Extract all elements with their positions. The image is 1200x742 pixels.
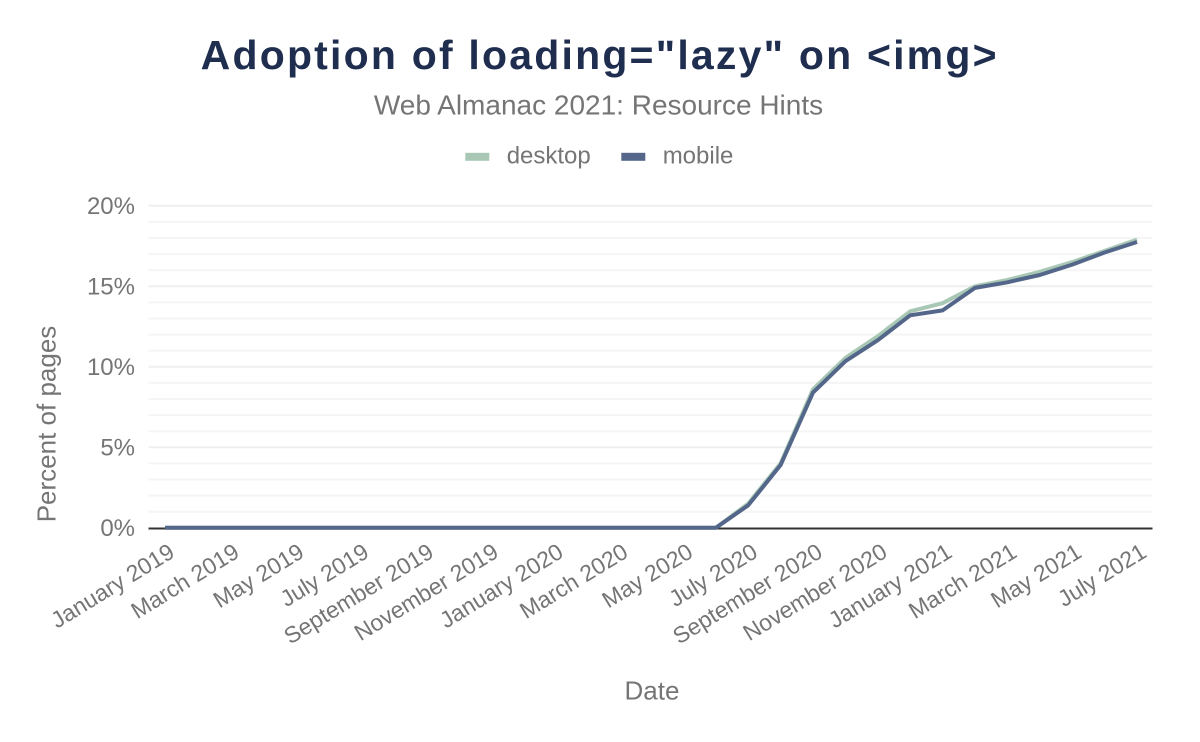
svg-text:20%: 20% [87,193,135,220]
svg-text:10%: 10% [87,354,135,381]
svg-text:15%: 15% [87,273,135,300]
svg-text:Percent of pages: Percent of pages [32,326,62,523]
svg-text:Date: Date [625,676,680,706]
svg-text:0%: 0% [100,515,135,542]
svg-text:Adoption of loading="lazy" on: Adoption of loading="lazy" on <img> [201,32,999,78]
svg-text:Web Almanac 2021: Resource Hin: Web Almanac 2021: Resource Hints [374,89,823,120]
svg-text:mobile: mobile [663,143,734,170]
svg-text:desktop: desktop [507,143,591,170]
svg-text:5%: 5% [100,434,135,461]
